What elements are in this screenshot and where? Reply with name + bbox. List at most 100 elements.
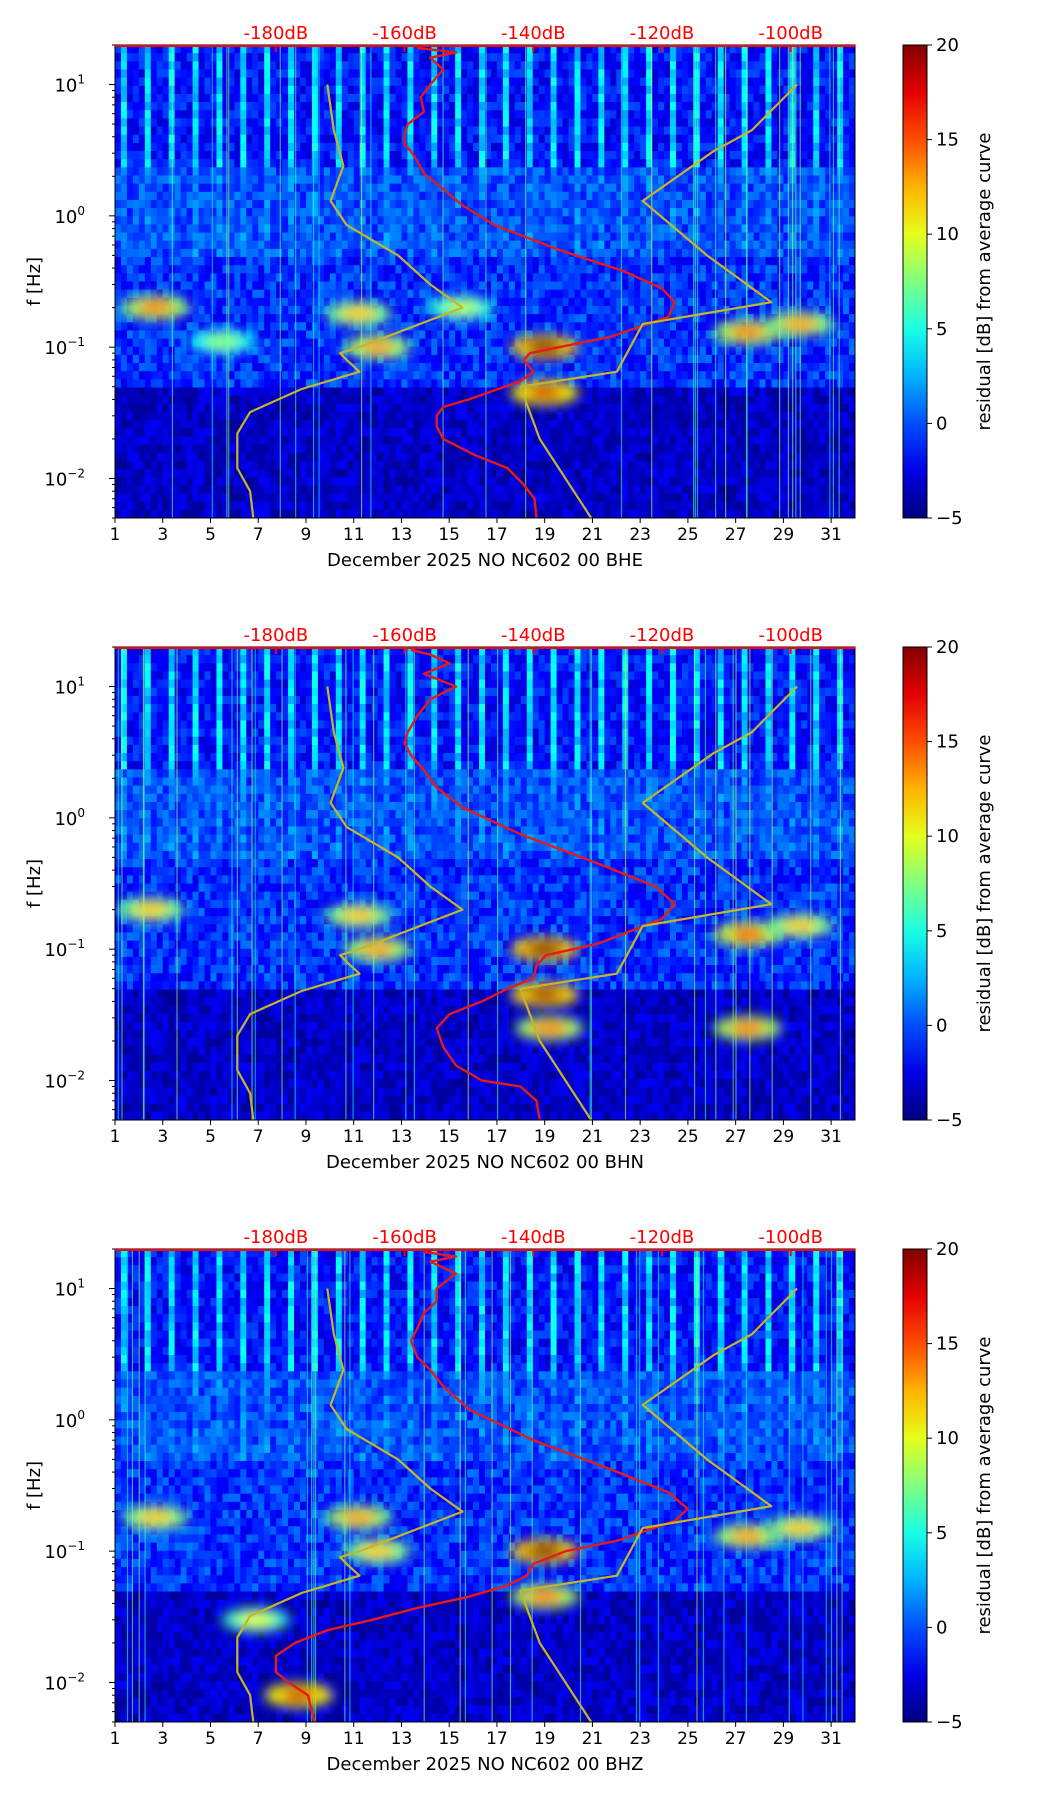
hotspot-2 <box>344 335 412 359</box>
y-tick-label: 10−2 <box>44 1068 85 1092</box>
x-tick-label: 19 <box>534 525 556 545</box>
x-tick-label: 7 <box>253 1729 264 1749</box>
hotspot-6 <box>766 1516 834 1540</box>
colorbar-tick-label: 15 <box>936 1334 959 1355</box>
hotspot-6 <box>766 914 834 938</box>
x-axis-label: December 2025 NO NC602 00 BHZ <box>327 1754 644 1775</box>
top-db-tick-label: -120dB <box>630 625 695 646</box>
x-tick-label: 17 <box>486 1127 508 1147</box>
hotspot-7 <box>515 1016 583 1040</box>
x-tick-label: 13 <box>391 1127 413 1147</box>
top-db-tick-label: -160dB <box>372 625 437 646</box>
x-tick-label: 29 <box>773 1127 795 1147</box>
x-tick-label: 27 <box>725 1729 747 1749</box>
y-tick-label: 10−2 <box>44 1670 85 1694</box>
hotspot-4 <box>511 381 579 405</box>
top-db-tick-label: -180dB <box>244 625 309 646</box>
x-tick-label: 13 <box>391 1729 413 1749</box>
colorbar-tick-label: 5 <box>936 1523 947 1544</box>
colorbar-tick-label: 0 <box>936 1617 947 1638</box>
top-db-tick-label: -180dB <box>244 1227 309 1248</box>
hotspot-8 <box>188 330 256 354</box>
colorbar-tick-label: 20 <box>936 1239 959 1260</box>
x-tick-label: 3 <box>157 1729 168 1749</box>
hotspot-3 <box>511 335 579 359</box>
y-axis-label: f [Hz] <box>24 1461 45 1510</box>
x-tick-label: 27 <box>725 525 747 545</box>
y-tick-label: 101 <box>54 73 85 97</box>
colorbar-tick-label: 5 <box>936 921 947 942</box>
top-db-tick-label: -140dB <box>501 625 566 646</box>
colorbar-label: residual [dB] from average curve <box>974 132 995 430</box>
top-db-tick-label: -100dB <box>758 1227 823 1248</box>
top-db-tick-label: -140dB <box>501 23 566 44</box>
hotspot-1 <box>324 302 392 326</box>
colorbar-tick-label: −5 <box>936 508 963 529</box>
colorbar-tick-label: 0 <box>936 1015 947 1036</box>
y-tick-label: 100 <box>54 204 85 228</box>
x-tick-label: 29 <box>773 525 795 545</box>
x-tick-label: 27 <box>725 1127 747 1147</box>
top-db-tick-label: -100dB <box>758 23 823 44</box>
colorbar-tick-label: 10 <box>936 224 959 245</box>
x-tick-label: 25 <box>677 1729 699 1749</box>
hotspot-1 <box>324 904 392 928</box>
y-tick-label: 10−2 <box>44 466 85 490</box>
y-axis-label: f [Hz] <box>24 859 45 908</box>
x-tick-label: 3 <box>157 525 168 545</box>
x-tick-label: 5 <box>205 1729 216 1749</box>
colorbar-tick-label: 5 <box>936 319 947 340</box>
colorbar <box>903 1249 927 1722</box>
x-tick-label: 19 <box>534 1127 556 1147</box>
hotspot-4 <box>511 1585 579 1609</box>
x-tick-label: 29 <box>773 1729 795 1749</box>
colorbar-tick-label: 20 <box>936 35 959 56</box>
hotspot-8 <box>222 1608 290 1632</box>
colorbar-tick-label: 15 <box>936 732 959 753</box>
y-axis-label: f [Hz] <box>24 257 45 306</box>
x-tick-label: 17 <box>486 525 508 545</box>
hotspot-0 <box>122 296 190 320</box>
colorbar-tick-label: −5 <box>936 1110 963 1131</box>
x-axis-label: December 2025 NO NC602 00 BHE <box>327 550 643 571</box>
x-tick-label: 1 <box>110 1127 121 1147</box>
colorbar-tick-label: 10 <box>936 1428 959 1449</box>
y-tick-label: 10−1 <box>44 937 85 961</box>
x-tick-label: 9 <box>301 525 312 545</box>
hotspot-0 <box>117 898 185 922</box>
y-tick-label: 100 <box>54 1408 85 1432</box>
x-tick-label: 21 <box>582 525 604 545</box>
colorbar-tick-label: 20 <box>936 637 959 658</box>
x-tick-label: 7 <box>253 525 264 545</box>
y-tick-label: 10−1 <box>44 1539 85 1563</box>
top-db-tick-label: -120dB <box>630 23 695 44</box>
x-tick-label: 23 <box>629 1127 651 1147</box>
top-db-tick-label: -160dB <box>372 23 437 44</box>
x-tick-label: 15 <box>438 1729 460 1749</box>
y-tick-label: 101 <box>54 1277 85 1301</box>
x-tick-label: 15 <box>438 525 460 545</box>
x-tick-label: 5 <box>205 1127 216 1147</box>
hotspot-7 <box>265 1683 333 1707</box>
x-tick-label: 31 <box>820 1729 842 1749</box>
colorbar-tick-label: −5 <box>936 1712 963 1733</box>
x-tick-label: 11 <box>343 1729 365 1749</box>
colorbar-tick-label: 10 <box>936 826 959 847</box>
hotspot-0 <box>122 1506 190 1530</box>
x-tick-label: 7 <box>253 1127 264 1147</box>
x-tick-label: 15 <box>438 1127 460 1147</box>
top-db-tick-label: -100dB <box>758 625 823 646</box>
x-tick-label: 31 <box>820 1127 842 1147</box>
colorbar-label: residual [dB] from average curve <box>974 1336 995 1634</box>
x-tick-label: 9 <box>301 1127 312 1147</box>
colorbar-tick-label: 15 <box>936 130 959 151</box>
x-tick-label: 1 <box>110 1729 121 1749</box>
x-tick-label: 1 <box>110 525 121 545</box>
x-tick-label: 25 <box>677 525 699 545</box>
top-db-tick-label: -160dB <box>372 1227 437 1248</box>
